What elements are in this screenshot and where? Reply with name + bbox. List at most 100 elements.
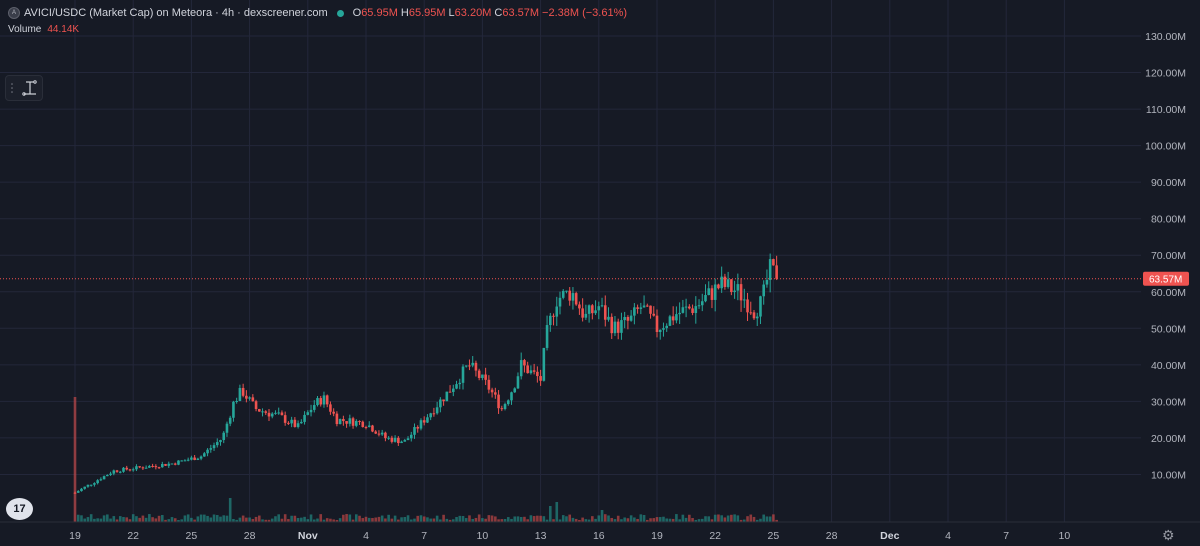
- x-tick-label: 28: [826, 530, 838, 542]
- candle-body: [633, 307, 636, 316]
- candle-body: [144, 467, 148, 469]
- candle-body: [270, 413, 274, 417]
- volume-bar: [474, 517, 478, 522]
- volume-bar: [73, 397, 77, 522]
- volume-bar: [752, 516, 756, 522]
- volume-bar: [358, 515, 361, 522]
- candle-body: [348, 418, 352, 424]
- change-value: −2.38M (−3.61%): [542, 7, 628, 19]
- volume-bar: [526, 519, 529, 522]
- candle-body: [258, 409, 261, 412]
- candle-body: [267, 412, 271, 417]
- volume-bar: [186, 514, 190, 522]
- last-price-badge-bg: [1143, 271, 1189, 286]
- candle-body: [461, 366, 465, 383]
- candle-body: [497, 394, 500, 409]
- volume-bar: [455, 517, 458, 522]
- volume-bar: [684, 517, 688, 522]
- candle-body: [494, 392, 497, 395]
- candle-body: [568, 290, 571, 301]
- candle-body: [458, 382, 462, 385]
- volume-bar: [167, 519, 171, 522]
- tradingview-logo[interactable]: 17: [6, 498, 33, 520]
- volume-bar: [203, 514, 206, 522]
- volume-bar: [639, 514, 643, 522]
- volume-bar: [555, 502, 559, 522]
- volume-bar: [775, 519, 778, 522]
- candle-body: [212, 445, 216, 449]
- volume-bar: [506, 517, 510, 522]
- volume-bar: [270, 518, 274, 522]
- volume-bar: [675, 514, 678, 522]
- volume-bar: [157, 515, 161, 522]
- volume-bar: [290, 515, 293, 522]
- candle-body: [193, 457, 196, 460]
- y-tick-label: 10.00M: [1151, 469, 1186, 481]
- volume-bar: [607, 515, 610, 522]
- candle-body: [700, 301, 704, 306]
- candle-body: [393, 437, 397, 442]
- volume-bar: [196, 516, 200, 522]
- candle-body: [471, 362, 474, 366]
- candle-body: [513, 388, 517, 393]
- candle-body: [131, 469, 135, 471]
- candle-body: [173, 463, 177, 465]
- candle-body: [215, 442, 219, 446]
- volume-bar: [238, 517, 242, 522]
- x-tick-label: 19: [69, 530, 81, 542]
- volume-bar: [765, 516, 769, 522]
- candle-body: [157, 467, 161, 469]
- candle-body: [380, 432, 384, 435]
- candle-body: [203, 453, 206, 457]
- candle-body: [772, 259, 775, 266]
- candle-body: [400, 441, 403, 444]
- candle-body: [616, 321, 620, 333]
- x-tick-label: 10: [477, 530, 489, 542]
- candle-body: [529, 370, 533, 374]
- candle-body: [594, 310, 597, 314]
- volume-bar: [138, 517, 141, 522]
- gear-icon[interactable]: ⚙: [1162, 527, 1175, 543]
- y-tick-label: 30.00M: [1151, 396, 1186, 408]
- volume-bar: [610, 517, 614, 522]
- candle-body: [539, 376, 542, 381]
- candle-body: [668, 316, 672, 326]
- candle-body: [106, 474, 109, 477]
- candle-body: [574, 293, 578, 305]
- candle-body: [222, 432, 226, 440]
- candle-body: [516, 376, 520, 389]
- volume-bar: [206, 515, 209, 522]
- volume-bar: [736, 515, 740, 522]
- candle-body: [775, 265, 778, 279]
- candle-body: [206, 449, 209, 454]
- candle-body: [578, 304, 581, 309]
- volume-bar: [603, 514, 607, 522]
- volume-bar: [106, 514, 109, 522]
- volume-bar: [500, 519, 504, 522]
- volume-bar: [361, 518, 365, 522]
- volume-bar: [481, 518, 484, 522]
- candle-body: [623, 317, 626, 321]
- candle-body: [422, 420, 426, 423]
- volume-bar: [668, 518, 672, 522]
- volume-bar: [296, 517, 300, 522]
- candle-body: [387, 437, 390, 439]
- candle-body: [232, 401, 235, 418]
- candle-body: [219, 439, 222, 443]
- candle-body: [151, 465, 154, 467]
- candle-body: [587, 305, 591, 314]
- candle-body: [445, 391, 449, 402]
- volume-bar: [306, 519, 310, 522]
- x-tick-label: Nov: [298, 530, 318, 542]
- volume-bar: [115, 519, 119, 522]
- measure-tool-button[interactable]: [5, 75, 43, 101]
- volume-bar: [225, 515, 229, 522]
- volume-bar: [190, 517, 193, 522]
- volume-bar: [183, 515, 187, 522]
- volume-bar: [144, 517, 148, 522]
- candle-body: [99, 479, 103, 481]
- candle-body: [759, 296, 762, 317]
- volume-bar: [658, 517, 662, 522]
- volume-bar: [426, 517, 429, 522]
